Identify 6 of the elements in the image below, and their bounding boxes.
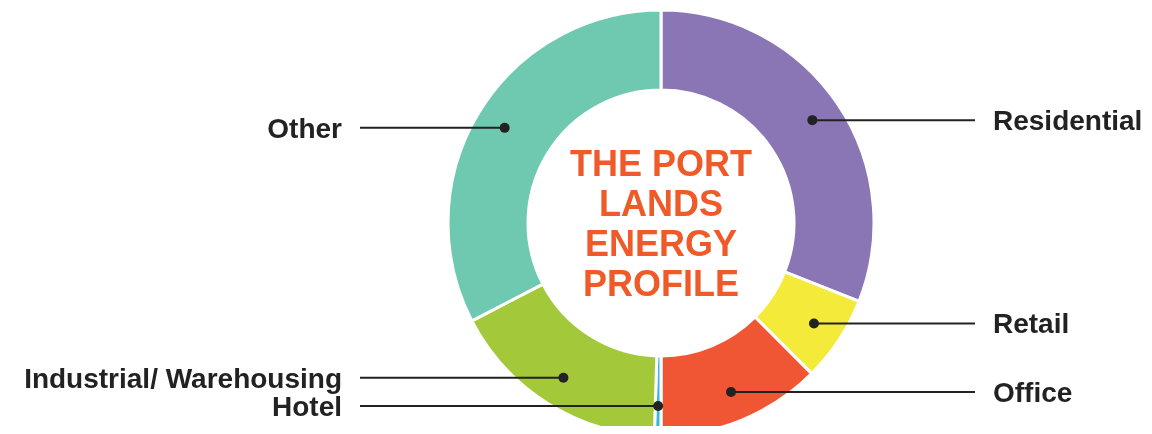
slice-label: Residential xyxy=(993,105,1143,137)
slice-label: Industrial/ Warehousing xyxy=(24,362,342,394)
slice-label: Retail xyxy=(993,308,1070,340)
slice-label: Office xyxy=(993,377,1073,409)
slice-label: Other xyxy=(267,112,343,144)
text: THE PORT LANDS ENERGY PROFILE xyxy=(569,143,753,304)
